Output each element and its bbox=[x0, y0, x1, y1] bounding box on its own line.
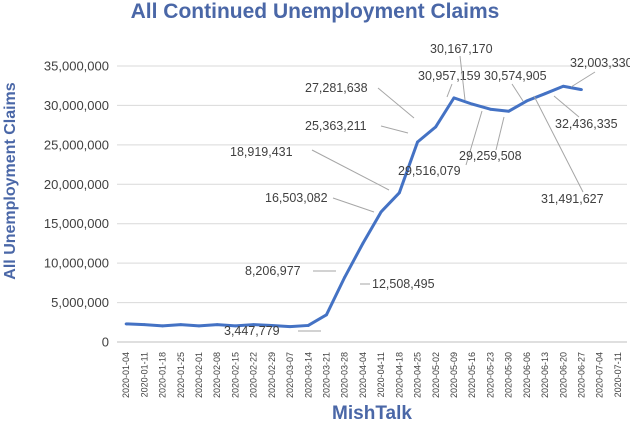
x-tick-label: 2020-07-04 bbox=[595, 352, 605, 398]
data-point bbox=[215, 323, 219, 327]
data-point bbox=[525, 99, 529, 103]
x-tick-label: 2020-04-25 bbox=[413, 352, 423, 398]
x-tick-label: 2020-04-11 bbox=[376, 352, 386, 397]
annotation-leader bbox=[553, 95, 580, 118]
x-tick-label: 2020-05-09 bbox=[449, 352, 459, 398]
data-label: 32,436,335 bbox=[555, 117, 618, 131]
data-point bbox=[288, 325, 292, 329]
x-tick-label: 2020-03-21 bbox=[321, 352, 331, 398]
x-tick-label: 2020-05-23 bbox=[485, 352, 495, 398]
annotation-leader bbox=[570, 71, 596, 88]
x-tick-label: 2020-03-28 bbox=[340, 352, 350, 398]
data-point bbox=[561, 84, 565, 88]
annotation-leader bbox=[380, 125, 409, 134]
annotation-leader bbox=[511, 83, 524, 102]
x-tick-label: 2020-06-20 bbox=[558, 352, 568, 398]
x-tick-label: 2020-02-22 bbox=[249, 352, 259, 398]
data-label: 29,516,079 bbox=[398, 164, 461, 178]
y-tick-label: 5,000,000 bbox=[51, 295, 109, 310]
annotation-leader bbox=[377, 87, 415, 119]
data-point bbox=[507, 109, 511, 113]
data-point bbox=[470, 102, 474, 106]
y-tick-label: 25,000,000 bbox=[44, 137, 109, 152]
chart-title: All Continued Unemployment Claims bbox=[130, 0, 500, 23]
x-tick-label: 2020-04-04 bbox=[358, 352, 368, 398]
data-point bbox=[161, 324, 164, 328]
data-point bbox=[142, 323, 146, 327]
data-point bbox=[325, 313, 328, 317]
y-tick-label: 0 bbox=[102, 335, 109, 350]
data-label: 3,447,779 bbox=[224, 324, 280, 338]
data-point bbox=[379, 210, 383, 214]
y-tick-label: 35,000,000 bbox=[44, 59, 109, 74]
data-label: 30,167,170 bbox=[430, 42, 493, 56]
data-label: 30,957,159 bbox=[418, 69, 481, 83]
x-tick-label: 2020-02-29 bbox=[267, 352, 277, 398]
x-tick-label: 2020-05-16 bbox=[467, 352, 477, 398]
x-axis-label: MishTalk bbox=[332, 403, 412, 424]
x-tick-label: 2020-02-08 bbox=[212, 352, 222, 398]
x-tick-label: 2020-01-04 bbox=[121, 352, 131, 398]
data-label: 29,259,508 bbox=[459, 149, 522, 163]
x-tick-label: 2020-07-11 bbox=[613, 352, 623, 397]
annotation-leader bbox=[311, 149, 390, 191]
annotation-leader bbox=[465, 110, 483, 166]
y-tick-label: 20,000,000 bbox=[44, 177, 109, 192]
data-point bbox=[452, 96, 456, 100]
data-label: 27,281,638 bbox=[305, 81, 368, 95]
data-point bbox=[306, 324, 310, 327]
series-line bbox=[126, 84, 582, 329]
data-label: 8,206,977 bbox=[245, 264, 301, 278]
data-label: 25,363,211 bbox=[305, 119, 367, 133]
annotation-leader bbox=[446, 83, 453, 98]
y-tick-label: 30,000,000 bbox=[44, 98, 109, 113]
x-tick-label: 2020-06-27 bbox=[576, 352, 586, 398]
data-point bbox=[270, 324, 274, 327]
data-point bbox=[343, 275, 347, 279]
data-point bbox=[488, 107, 492, 111]
annotation-leader bbox=[533, 95, 584, 193]
x-tick-label: 2020-03-07 bbox=[285, 352, 295, 398]
annotation-leader bbox=[332, 197, 375, 213]
data-point bbox=[361, 241, 365, 245]
x-tick-label: 2020-01-18 bbox=[158, 352, 168, 398]
x-tick-label: 2020-01-25 bbox=[176, 352, 186, 398]
data-point bbox=[416, 140, 419, 144]
data-point bbox=[252, 323, 256, 327]
data-label: 32,003,330 bbox=[570, 56, 630, 70]
data-point bbox=[179, 323, 183, 327]
data-point bbox=[397, 191, 401, 195]
x-tick-label: 2020-06-13 bbox=[540, 352, 550, 398]
data-point bbox=[124, 322, 128, 326]
data-point bbox=[233, 324, 237, 328]
data-label: 30,574,905 bbox=[484, 69, 547, 83]
x-tick-label: 2020-04-18 bbox=[394, 352, 404, 398]
data-label: 31,491,627 bbox=[541, 192, 604, 206]
annotation-leader bbox=[495, 116, 505, 151]
y-tick-label: 15,000,000 bbox=[44, 216, 109, 231]
data-point bbox=[543, 92, 547, 96]
x-tick-label: 2020-02-01 bbox=[194, 352, 204, 398]
data-label: 18,919,431 bbox=[230, 145, 293, 159]
x-tick-label: 2020-01-11 bbox=[139, 352, 149, 397]
annotation-leader bbox=[459, 55, 466, 101]
x-tick-label: 2020-05-30 bbox=[504, 352, 514, 398]
y-tick-label: 10,000,000 bbox=[44, 256, 109, 271]
x-tick-label: 2020-03-14 bbox=[303, 352, 313, 398]
data-point bbox=[434, 125, 438, 129]
data-point bbox=[580, 88, 583, 92]
data-point bbox=[197, 324, 201, 328]
data-label: 12,508,495 bbox=[372, 277, 435, 291]
x-tick-label: 2020-02-15 bbox=[230, 352, 240, 398]
x-tick-label: 2020-05-02 bbox=[431, 352, 441, 398]
data-label: 16,503,082 bbox=[265, 191, 328, 205]
x-tick-label: 2020-06-06 bbox=[522, 352, 532, 398]
